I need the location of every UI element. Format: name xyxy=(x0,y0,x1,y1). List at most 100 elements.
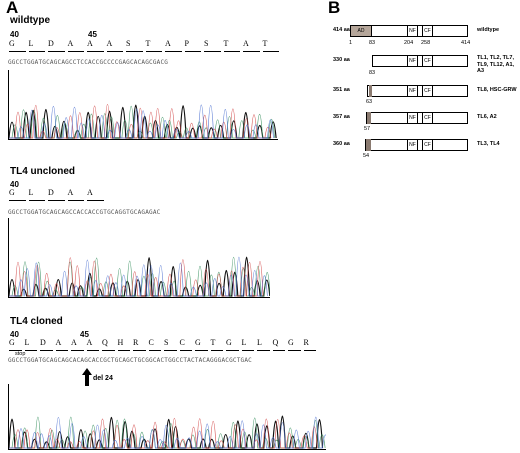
trace-line xyxy=(8,417,318,449)
panel-b-letter: B xyxy=(328,0,341,17)
amino-acid: S xyxy=(164,338,169,347)
trace-line xyxy=(8,416,326,449)
codon-rule xyxy=(262,51,279,52)
tick-1: 1 xyxy=(349,40,353,46)
codon-rule xyxy=(272,350,285,351)
row-357-nf-label: NF xyxy=(409,115,416,121)
trace-line xyxy=(8,257,268,297)
row-357-cf-label: CF xyxy=(424,115,431,121)
codon-rule xyxy=(164,350,177,351)
amino-acid: A xyxy=(86,338,93,347)
row-360-cf-label: CF xyxy=(424,142,431,148)
deletion-label: del 24 xyxy=(93,375,113,382)
codon-rule xyxy=(86,350,99,351)
amino-acid: T xyxy=(262,39,268,48)
amino-acid: P xyxy=(184,39,189,48)
wildtype-pos-45: 45 xyxy=(88,30,97,39)
amino-acid: A xyxy=(106,39,113,48)
amino-acid: L xyxy=(24,338,30,347)
codon-rule xyxy=(48,200,65,201)
row-357-start: 57 xyxy=(364,126,371,132)
row-351-desc: TL8, HSC-GRW xyxy=(477,87,517,93)
amino-acid: A xyxy=(71,338,77,347)
codon-rule xyxy=(226,350,239,351)
codon-rule xyxy=(40,350,53,351)
amino-acid: A xyxy=(67,39,74,48)
codon-rule xyxy=(28,51,45,52)
amino-acid: Q xyxy=(102,338,108,347)
codon-rule xyxy=(148,350,161,351)
amino-acid: H xyxy=(117,338,124,347)
deletion-arrow-icon xyxy=(82,368,92,386)
row-330-nf xyxy=(407,55,418,67)
amino-acid: G xyxy=(9,188,15,197)
tick-204: 204 xyxy=(404,40,414,46)
amino-acid: G xyxy=(9,39,15,48)
codon-rule xyxy=(195,350,208,351)
row-360-desc: TL3, TL4 xyxy=(477,141,500,147)
amino-acid: L xyxy=(28,188,34,197)
codon-rule xyxy=(165,51,182,52)
amino-acid: C xyxy=(179,338,185,347)
row-357-desc: TL6, A2 xyxy=(477,114,497,120)
cf-domain-label: CF xyxy=(424,28,431,34)
row-330-cf xyxy=(422,55,433,67)
amino-acid: L xyxy=(28,39,34,48)
amino-acid: G xyxy=(226,338,232,347)
codon-rule xyxy=(204,51,221,52)
amino-acid: T xyxy=(145,39,151,48)
codon-rule xyxy=(87,51,104,52)
amino-acid: A xyxy=(165,39,171,48)
codon-rule xyxy=(243,51,260,52)
cloned-label: TL4 cloned xyxy=(10,316,63,327)
amino-acid: Q xyxy=(272,338,279,347)
row-351-stripe xyxy=(369,85,372,97)
row-330-nf-label: NF xyxy=(409,58,416,64)
amino-acid: A xyxy=(243,39,249,48)
row-330-bar xyxy=(372,55,468,67)
row-351-nf-label: NF xyxy=(409,88,416,94)
amino-acid: A xyxy=(67,188,74,197)
amino-acid: L xyxy=(241,338,247,347)
codon-rule xyxy=(102,350,115,351)
row-360-length: 360 aa xyxy=(333,141,350,147)
codon-rule xyxy=(87,200,104,201)
wildtype-pos-40: 40 xyxy=(10,30,19,39)
cloned-sequence: GGCCTGGATGCAGCAGCACAGCACCGCTGCAGCTGCGGCA… xyxy=(8,357,252,364)
codon-rule xyxy=(133,350,146,351)
codon-rule xyxy=(223,51,240,52)
uncloned-sequence: GGCCTGGATGCAGCAGCCACCACCGTGCAGGTGCAGAGAC xyxy=(8,209,161,216)
codon-rule xyxy=(184,51,201,52)
amino-acid: G xyxy=(195,338,201,347)
amino-acid: R xyxy=(133,338,139,347)
amino-acid: A xyxy=(87,39,93,48)
uncloned-label: TL4 uncloned xyxy=(10,166,75,177)
row-330-start: 83 xyxy=(369,70,376,76)
codon-rule xyxy=(67,200,84,201)
nf-domain-label: NF xyxy=(409,28,416,34)
codon-rule xyxy=(210,350,223,351)
codon-rule xyxy=(241,350,254,351)
wildtype-sequence: GGCCTGGATGCAGCAGCCTCCACCGCCCCGAGCACAGCGA… xyxy=(8,59,169,66)
row-360-nf xyxy=(407,139,418,151)
codon-rule xyxy=(67,51,84,52)
trace-axis xyxy=(8,384,326,450)
tick-258: 258 xyxy=(421,40,431,46)
amino-acid: S xyxy=(204,39,209,48)
nf-domain xyxy=(407,25,418,37)
codon-rule xyxy=(55,350,68,351)
amino-acid: G xyxy=(9,338,15,347)
row-357-stripe xyxy=(367,112,371,124)
row-wildtype-length: 414 aa xyxy=(333,27,350,33)
codon-rule xyxy=(117,350,130,351)
trace-axis xyxy=(8,70,278,140)
codon-rule xyxy=(288,350,301,351)
tick-83: 83 xyxy=(369,40,376,46)
trace-axis xyxy=(8,218,270,298)
amino-acid: A xyxy=(55,338,62,347)
amino-acid: R xyxy=(303,338,309,347)
codon-rule xyxy=(303,350,316,351)
